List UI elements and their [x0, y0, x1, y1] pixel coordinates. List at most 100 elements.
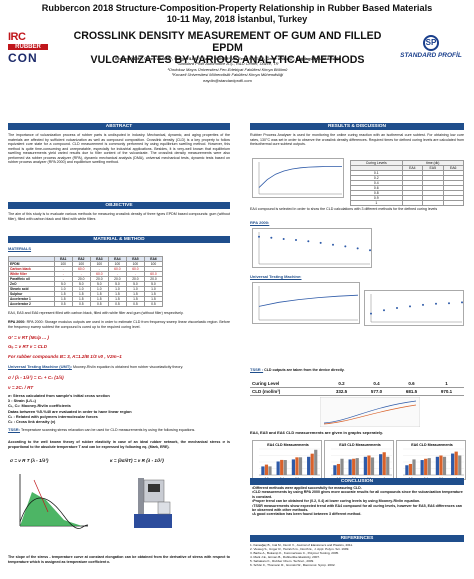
sp-badge-icon: SP — [423, 35, 439, 51]
bar — [458, 455, 462, 475]
tssr-results-label: TSSR : — [250, 367, 264, 372]
tssr-theory-text: According to the well known theory of ru… — [8, 440, 230, 449]
ea5-cld-chart: EA5 CLD Measurements0.20.40.61 — [324, 440, 394, 481]
utm-def-1: σ: Stress calculated from sample's initi… — [8, 393, 110, 398]
utm-def-2: λ : Strain (L/L₀) — [8, 398, 36, 404]
utm-def-3: C₁, C₂: Mooney-Rivlin coefficients — [8, 403, 71, 409]
bar — [283, 460, 287, 475]
bar — [355, 458, 359, 475]
cld-value: 0.4 — [358, 380, 394, 388]
data-point — [461, 301, 463, 304]
bar — [348, 459, 352, 475]
conclusion-item: Proper trend can be obtained for (0.2, 0… — [252, 499, 464, 503]
data-point — [383, 309, 385, 312]
reference-item: 5. Sahakaro K., Rubber Chem. Technol., 2… — [250, 559, 315, 563]
bar — [451, 453, 455, 475]
logo-irc-text: IRC — [8, 31, 26, 43]
formula-kappa: κ = (∂σ/∂T) = ν R (λ - 1/λ²) — [110, 458, 164, 463]
abstract-header: ABSTRACT — [8, 123, 230, 130]
rpa-method-label: RPA 2000: — [8, 320, 26, 324]
data-point — [295, 239, 297, 241]
chart-title: EA5 CLD Measurements — [339, 443, 381, 447]
bar — [307, 456, 311, 475]
materials-table-header: EA1 EA2 EA3 EA4 EA5 EA6 — [8, 256, 164, 262]
material-value: 0.5 — [107, 301, 127, 307]
materials-note: EA4, EA5 and EA6 represent filled with c… — [8, 311, 184, 315]
bar — [379, 454, 383, 475]
references-header: REFERENCES — [250, 535, 464, 542]
data-point — [307, 240, 310, 243]
data-point — [258, 235, 260, 238]
affiliation-1: ¹Standard Profil Automotive A.Ş., R&D Ce… — [176, 61, 279, 67]
bar — [310, 453, 314, 475]
cure-cell — [442, 200, 464, 206]
conference-header: Rubbercon 2018 Structure-Composition-Pro… — [0, 3, 474, 24]
results-text: Rubber Process Analyser is used for moni… — [250, 133, 464, 146]
bar — [314, 449, 318, 475]
material-value: 0.5 — [53, 301, 73, 307]
cld-value: 577.0 — [358, 387, 394, 396]
bar — [264, 464, 269, 475]
cld-tssr-table: Curing Level 0.2 0.4 0.6 1 CLD (mol/m³) 332.5 5… — [250, 380, 464, 396]
conclusion-list: Different methods were applied succesful… — [252, 486, 464, 517]
material-value: 0.5 — [143, 301, 164, 307]
results-header: RESULTS & DISCUSSION — [250, 123, 464, 130]
series-line — [258, 166, 342, 188]
bar — [420, 460, 424, 475]
bottom-text: The slope of the stress - temperature cu… — [8, 555, 230, 564]
cure-curve-chart — [252, 158, 344, 198]
formula-ge: Gₑ = ν RT ν = CLD — [8, 344, 48, 349]
cld-value: 332.5 — [323, 387, 359, 396]
rpa-method-body: RPA 2000: Storage modulus outputs are us… — [8, 320, 230, 329]
tssr-diagram — [12, 470, 92, 532]
bar — [261, 466, 265, 475]
formula-storage-modulus: G' = ν RT (Mc/ρ ... ) — [8, 335, 49, 340]
bar — [424, 458, 428, 475]
ea4-cld-chart: EA4 CLD Measurements0.20.40.61 — [252, 440, 322, 481]
sp-logo-text: STANDARD PROFİL — [400, 52, 462, 59]
conclusion-item: A good correlation has been found betwee… — [252, 512, 464, 516]
bar — [382, 452, 386, 475]
utm-definitions: σ: Stress calculated from sample's initi… — [8, 393, 230, 424]
formula-mooney-rivlin: σ / (λ - 1/λ²) = C₁ + C₂ (1/λ) — [8, 375, 64, 380]
author-email[interactable]: eaydin@standardprofil.com — [203, 77, 252, 83]
material-value: 0.5 — [125, 301, 145, 307]
data-point — [422, 303, 424, 306]
utm-method-text: Universal Testing Machine (UMT): Mooney-… — [8, 364, 230, 370]
title-line1: CROSSLINK DENSITY MEASUREMENT OF GUM AND… — [73, 30, 382, 54]
rpa-results-chart — [252, 228, 372, 268]
affiliation-2: ²Ondokuz Mayıs Üniversitesi Fen-Edebiyat… — [167, 66, 288, 72]
data-point — [332, 243, 334, 246]
bar — [333, 465, 337, 475]
conference-line1: Rubbercon 2018 Structure-Composition-Pro… — [41, 3, 433, 13]
material-method-header: MATERIAL & METHOD — [8, 236, 230, 243]
cld-value: 681.5 — [393, 387, 429, 396]
bar — [386, 456, 390, 475]
bar — [435, 456, 439, 475]
tssr-curve-chart — [320, 397, 420, 427]
abstract-text: The importance of vulcanization process … — [8, 133, 230, 164]
data-point — [282, 238, 285, 241]
bar — [454, 451, 458, 475]
irc-logo: IRC RUBBER CON — [8, 31, 48, 65]
data-point — [319, 241, 322, 244]
author-names: Erdem AYDIN¹, Ceren ÜLGER¹, Sevgi YILDIZ… — [115, 56, 340, 61]
table-row: CLD (mol/m³) 332.5 577.0 681.5 970.1 — [250, 387, 464, 396]
authors-block: Erdem AYDIN¹, Ceren ÜLGER¹, Sevgi YILDIZ… — [60, 56, 395, 83]
data-point — [435, 302, 437, 305]
tssr-results-text: TSSR : CLD outputs are taken from the de… — [250, 367, 464, 373]
table-row: 1 — [350, 200, 464, 206]
tssr-method-text: TSSR: Temperature scanning stress relaxa… — [8, 427, 230, 433]
reference-item: 6. Schön F., Thomann R., Gronski W., Mac… — [250, 563, 336, 567]
curing-levels-table: Curing Levels time (dk) EA4 EA5 EA6 0.1 0.2… — [350, 160, 465, 206]
utm-method-label: Universal Testing Machine (UMT): — [8, 364, 72, 369]
bar — [298, 457, 303, 475]
cure-cell: 1 — [350, 200, 403, 206]
cld-value: 970.1 — [428, 387, 464, 396]
materials-label: MATERIALS — [8, 246, 32, 251]
tssr-method-body: Temperature scanning stress relaxation c… — [20, 428, 196, 432]
ea6-cld-chart: EA6 CLD Measurements0.20.40.61 — [396, 440, 466, 481]
standard-profil-logo: SP STANDARD PROFİL — [396, 35, 466, 65]
table-row: Accelerator 2 0.5 0.5 0.5 0.5 0.5 0.5 — [8, 301, 164, 307]
bar — [367, 455, 371, 475]
